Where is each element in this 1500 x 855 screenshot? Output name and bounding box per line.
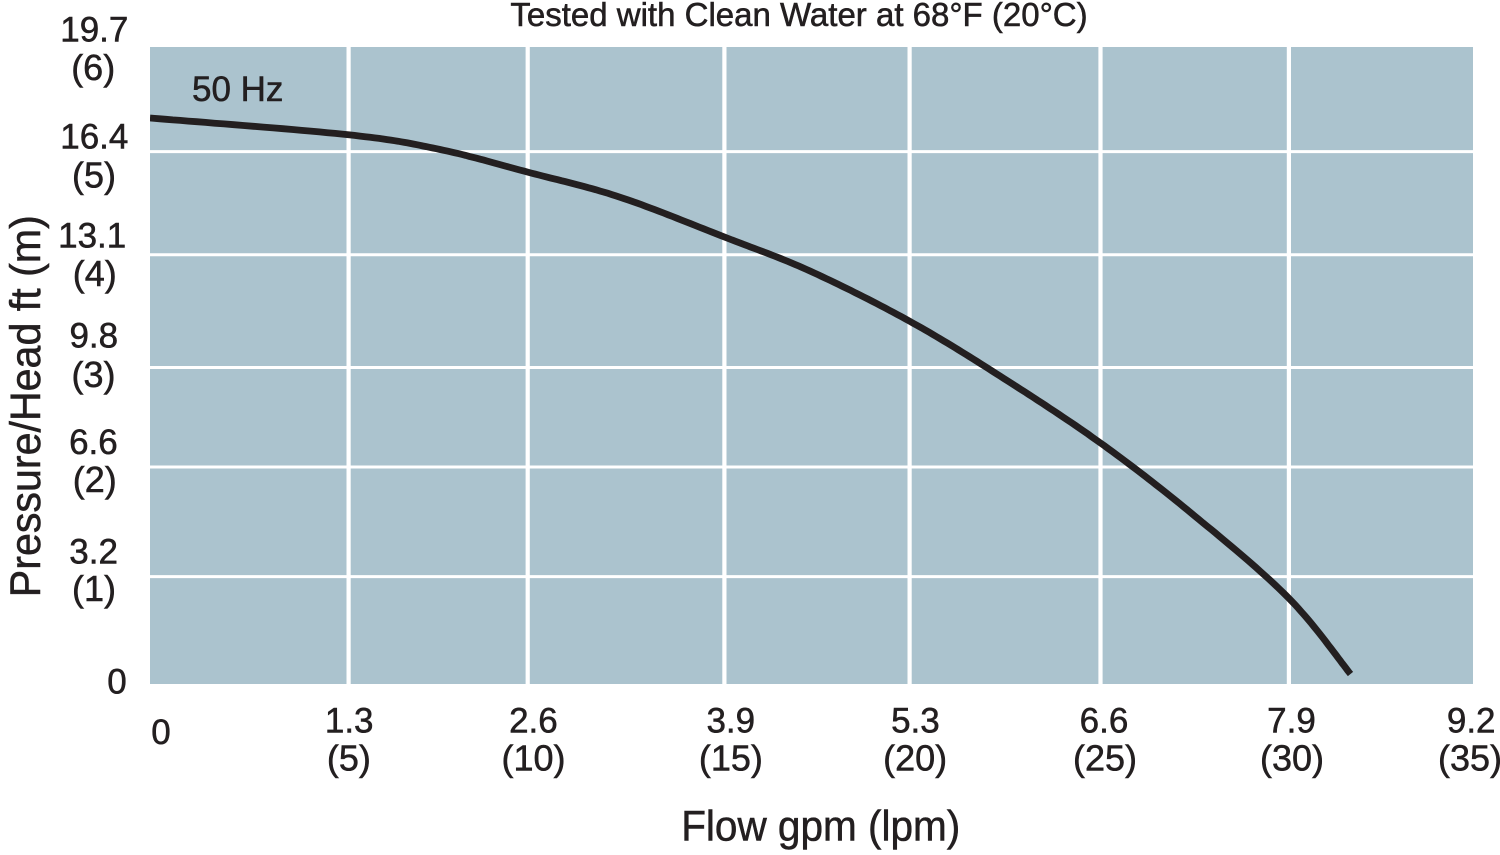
- svg-text:(6): (6): [71, 47, 115, 88]
- svg-text:9.8: 9.8: [69, 317, 118, 356]
- svg-text:13.1: 13.1: [58, 217, 126, 256]
- svg-text:(2): (2): [73, 459, 117, 500]
- svg-text:(15): (15): [699, 738, 763, 779]
- svg-text:(1): (1): [72, 568, 116, 609]
- svg-text:1.3: 1.3: [325, 702, 374, 741]
- svg-text:(4): (4): [73, 253, 117, 294]
- svg-text:(35): (35): [1438, 738, 1500, 779]
- svg-text:6.6: 6.6: [1080, 702, 1129, 741]
- svg-text:9.2: 9.2: [1447, 702, 1496, 741]
- svg-text:(5): (5): [72, 155, 116, 196]
- svg-text:5.3: 5.3: [891, 702, 940, 741]
- svg-text:Tested with Clean Water at 68°: Tested with Clean Water at 68°F (20°C): [510, 0, 1087, 33]
- svg-text:2.6: 2.6: [509, 702, 558, 741]
- svg-text:(25): (25): [1073, 738, 1137, 779]
- svg-text:7.9: 7.9: [1267, 702, 1316, 741]
- svg-text:Pressure/Head ft (m): Pressure/Head ft (m): [2, 215, 50, 597]
- svg-text:3.9: 3.9: [706, 702, 755, 741]
- svg-text:50 Hz: 50 Hz: [192, 70, 283, 109]
- svg-text:(3): (3): [72, 354, 116, 395]
- svg-text:(20): (20): [883, 738, 947, 779]
- svg-text:(5): (5): [327, 738, 371, 779]
- svg-text:6.6: 6.6: [69, 423, 118, 462]
- svg-text:16.4: 16.4: [60, 117, 128, 156]
- svg-text:Flow gpm (lpm): Flow gpm (lpm): [681, 803, 960, 850]
- svg-text:0: 0: [151, 713, 170, 752]
- svg-text:3.2: 3.2: [69, 532, 118, 571]
- svg-text:(30): (30): [1260, 738, 1324, 779]
- svg-text:19.7: 19.7: [60, 10, 128, 49]
- svg-text:0: 0: [107, 662, 126, 701]
- svg-text:(10): (10): [501, 738, 565, 779]
